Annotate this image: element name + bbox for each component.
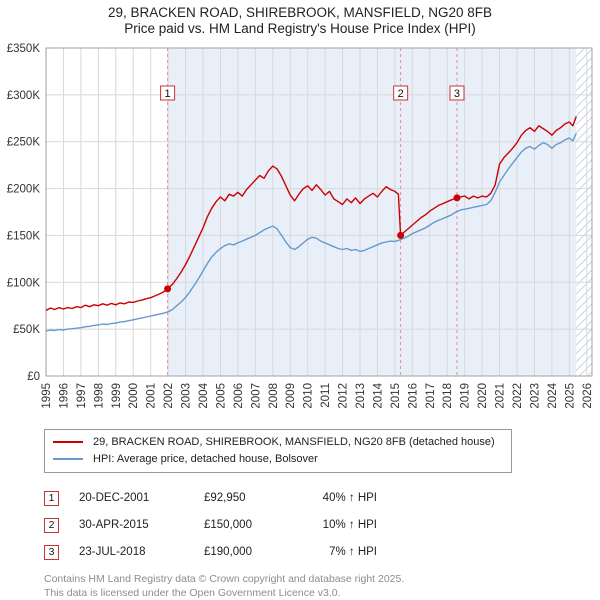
red-line-sample	[53, 441, 83, 444]
chart-subtitle: Price paid vs. HM Land Registry's House …	[124, 21, 476, 37]
svg-text:1999: 1999	[111, 383, 123, 409]
footer-line-1: Contains HM Land Registry data © Crown c…	[44, 572, 405, 585]
transaction-row: 2 30-APR-2015 £150,000 10% ↑ HPI	[44, 512, 600, 539]
legend: 29, BRACKEN ROAD, SHIREBROOK, MANSFIELD,…	[44, 428, 512, 473]
svg-text:2013: 2013	[355, 383, 367, 409]
svg-text:2: 2	[398, 88, 404, 100]
legend-item-hpi: HPI: Average price, detached house, Bols…	[53, 451, 503, 468]
svg-text:2025: 2025	[564, 383, 576, 409]
svg-text:£50K: £50K	[13, 324, 40, 336]
svg-text:2021: 2021	[495, 383, 507, 409]
svg-text:2010: 2010	[303, 383, 315, 409]
svg-text:2004: 2004	[198, 382, 210, 408]
blue-line-sample	[53, 458, 83, 461]
svg-text:1996: 1996	[58, 383, 70, 409]
transaction-list: 1 20-DEC-2001 £92,950 40% ↑ HPI 2 30-APR…	[44, 485, 600, 566]
price-chart: 1 2 3 £0 £50K £100K £150K £200K £250K £300K £350K 1…	[7, 43, 594, 409]
svg-text:1998: 1998	[93, 383, 105, 409]
svg-text:1: 1	[165, 88, 171, 100]
svg-text:£150K: £150K	[7, 230, 41, 242]
svg-text:2019: 2019	[460, 383, 472, 409]
svg-text:2016: 2016	[407, 383, 419, 409]
legend-item-property: 29, BRACKEN ROAD, SHIREBROOK, MANSFIELD,…	[53, 434, 503, 451]
marker-2-badge: 2	[44, 517, 59, 533]
legend-label-property: 29, BRACKEN ROAD, SHIREBROOK, MANSFIELD,…	[93, 436, 495, 449]
transaction-price: £190,000	[204, 546, 252, 559]
transaction-price: £92,950	[204, 492, 246, 505]
svg-text:2012: 2012	[338, 383, 350, 409]
svg-text:£250K: £250K	[7, 137, 41, 149]
svg-text:2015: 2015	[390, 383, 402, 409]
svg-text:2005: 2005	[215, 383, 227, 409]
svg-text:2022: 2022	[512, 383, 524, 409]
svg-text:£300K: £300K	[7, 90, 41, 102]
footer-line-2: This data is licensed under the Open Gov…	[44, 586, 341, 599]
svg-text:2026: 2026	[582, 383, 594, 409]
svg-text:2020: 2020	[477, 383, 489, 409]
page-title: 29, BRACKEN ROAD, SHIREBROOK, MANSFIELD,…	[0, 0, 600, 38]
svg-text:2000: 2000	[128, 383, 140, 409]
svg-text:£100K: £100K	[7, 277, 41, 289]
svg-text:2023: 2023	[529, 383, 541, 409]
svg-text:£0: £0	[27, 371, 40, 383]
transaction-row: 1 20-DEC-2001 £92,950 40% ↑ HPI	[44, 485, 600, 512]
svg-text:3: 3	[454, 88, 460, 100]
transaction-date: 23-JUL-2018	[79, 546, 146, 559]
svg-text:2011: 2011	[320, 383, 332, 408]
svg-text:1997: 1997	[76, 383, 88, 409]
svg-text:2002: 2002	[163, 383, 175, 409]
svg-text:2008: 2008	[268, 383, 280, 409]
license-footer: Contains HM Land Registry data © Crown c…	[44, 573, 600, 600]
transaction-row: 3 23-JUL-2018 £190,000 7% ↑ HPI	[44, 539, 600, 566]
chart-title: 29, BRACKEN ROAD, SHIREBROOK, MANSFIELD,…	[107, 5, 493, 20]
svg-text:2018: 2018	[442, 383, 454, 409]
transaction-hpi-delta: 7% ↑ HPI	[329, 546, 377, 559]
svg-text:£350K: £350K	[7, 43, 41, 55]
svg-text:2006: 2006	[233, 383, 245, 409]
svg-text:2009: 2009	[285, 383, 297, 409]
marker-3-badge: 3	[44, 544, 59, 560]
legend-label-hpi: HPI: Average price, detached house, Bols…	[93, 453, 318, 466]
svg-text:2024: 2024	[547, 382, 559, 408]
marker-1-badge: 1	[44, 490, 59, 506]
transaction-date: 30-APR-2015	[79, 519, 149, 532]
transaction-hpi-delta: 40% ↑ HPI	[322, 492, 377, 505]
svg-text:2017: 2017	[425, 383, 437, 409]
svg-text:2007: 2007	[250, 383, 262, 409]
svg-text:2014: 2014	[372, 382, 384, 408]
svg-text:2003: 2003	[181, 383, 193, 409]
svg-text:2001: 2001	[146, 383, 158, 409]
transaction-price: £150,000	[204, 519, 252, 532]
svg-text:1995: 1995	[41, 383, 53, 409]
transaction-hpi-delta: 10% ↑ HPI	[322, 519, 377, 532]
transaction-date: 20-DEC-2001	[79, 492, 150, 505]
svg-text:£200K: £200K	[7, 184, 41, 196]
